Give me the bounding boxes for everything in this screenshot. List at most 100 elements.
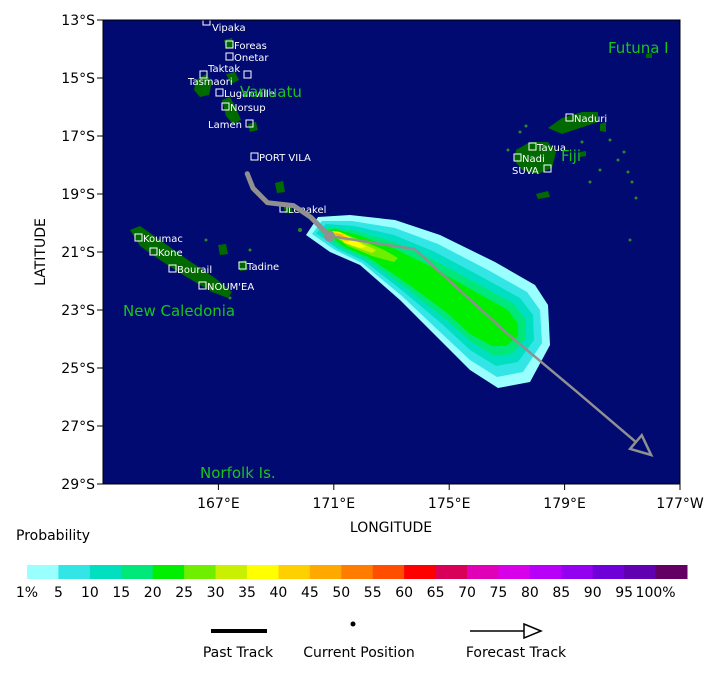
colorbar-swatch	[529, 565, 562, 579]
svg-text:Lenakel: Lenakel	[288, 205, 326, 216]
place-norsup: Norsup	[221, 102, 266, 114]
place-foreas: Foreas	[225, 40, 267, 52]
lat-tick-label: 29°S	[61, 477, 95, 493]
colorbar-swatch	[592, 565, 625, 579]
region-futuna: Futuna I	[608, 39, 669, 57]
probability-scale-labels: 1% 5 10 15 20 25 30 35 40 45 50 55 60 65 70 75 80 85 90 95 1…	[16, 585, 676, 601]
colorbar-swatch	[498, 565, 531, 579]
colorbar-label: 60	[395, 585, 413, 601]
place-noumea: NOUM'EA	[198, 281, 254, 293]
lat-tick-label: 13°S	[61, 13, 95, 29]
colorbar-swatch	[58, 565, 91, 579]
colorbar-label: 15	[112, 585, 130, 601]
svg-text:Tasmaori: Tasmaori	[187, 77, 233, 88]
svg-text:Bourail: Bourail	[177, 265, 212, 276]
colorbar-label: 85	[552, 585, 570, 601]
colorbar-swatch	[655, 565, 688, 579]
colorbar-label: 55	[364, 585, 382, 601]
colorbar-label: 45	[301, 585, 319, 601]
lon-axis: 167°E 171°E 175°E 179°E 177°W	[197, 484, 704, 512]
colorbar-label: 95	[615, 585, 633, 601]
svg-text:Tavua: Tavua	[536, 143, 566, 154]
fiji-viti-levu	[514, 142, 556, 174]
forecast-track-line	[329, 234, 652, 456]
region-norfolk: Norfolk Is.	[200, 464, 276, 482]
svg-text:Koumac: Koumac	[143, 234, 183, 245]
svg-text:Nadi: Nadi	[522, 154, 545, 165]
legend-forecast-track-label: Forecast Track	[466, 645, 567, 661]
svg-text:Tadine: Tadine	[246, 262, 279, 273]
lon-tick-label: 177°W	[656, 496, 704, 512]
colorbar-label: 35	[238, 585, 256, 601]
svg-text:Naduri: Naduri	[574, 114, 607, 125]
colorbar-label: 10	[81, 585, 99, 601]
prob-band-20	[324, 229, 518, 346]
vanuatu-island-espiritu	[194, 74, 212, 97]
svg-text:SUVA: SUVA	[512, 166, 539, 177]
region-labels: Vanuatu Fiji Futuna I New Caledonia Norf…	[123, 39, 669, 482]
colorbar-swatch	[341, 565, 374, 579]
svg-text:Kone: Kone	[158, 248, 183, 259]
place-nadi: Nadi	[513, 153, 545, 165]
lat-tick-label: 23°S	[61, 303, 95, 319]
fiji-kadavu	[536, 191, 550, 199]
place-suva: SUVA	[512, 164, 552, 177]
colorbar-swatch	[184, 565, 217, 579]
region-fiji: Fiji	[561, 147, 581, 165]
y-axis-label: LATITUDE	[33, 218, 49, 286]
lat-tick-label: 25°S	[61, 361, 95, 377]
svg-text:Onetar: Onetar	[234, 53, 269, 64]
svg-text:Taktak: Taktak	[207, 64, 240, 75]
vanuatu-island-malakula	[222, 97, 241, 124]
place-onetar: Onetar	[225, 52, 269, 64]
colorbar-swatch	[152, 565, 185, 579]
colorbar-label: 30	[207, 585, 225, 601]
colorbar-swatch	[435, 565, 468, 579]
place-tavua: Tavua	[528, 142, 566, 154]
colorbar-label: 50	[332, 585, 350, 601]
lat-axis: 13°S 15°S 17°S 19°S 21°S 23°S 25°S 27°S 29°S	[61, 13, 103, 493]
place-taktak: Taktak	[207, 64, 252, 79]
colorbar-swatch	[27, 565, 59, 579]
past-track-line	[244, 171, 332, 239]
track-layer	[244, 171, 654, 457]
islet-dots	[204, 124, 638, 300]
probability-colorbar	[27, 565, 688, 579]
place-koumac: Koumac	[134, 233, 183, 245]
colorbar-swatch	[278, 565, 311, 579]
colorbar-swatch	[121, 565, 154, 579]
svg-text:PORT VILA: PORT VILA	[259, 153, 311, 164]
colorbar-label: 80	[521, 585, 539, 601]
colorbar-label: 75	[490, 585, 508, 601]
svg-text:Luganville: Luganville	[224, 89, 275, 100]
lat-tick-label: 27°S	[61, 419, 95, 435]
region-vanuatu: Vanuatu	[240, 83, 302, 101]
track-legend: Past Track Current Position Forecast Tra…	[203, 621, 567, 661]
place-labels: Vipaka Foreas Onetar Taktak Tasmaori Lug…	[134, 17, 607, 293]
colorbar-swatch	[467, 565, 499, 579]
place-tasmaori: Tasmaori	[187, 70, 233, 88]
colorbar-label: 40	[270, 585, 288, 601]
place-vipaka: Vipaka	[202, 17, 246, 34]
lat-tick-label: 15°S	[61, 71, 95, 87]
new-caledonia-mainland	[130, 226, 232, 298]
colorbar-label: 20	[144, 585, 162, 601]
svg-text:Vipaka: Vipaka	[212, 23, 246, 34]
place-naduri: Naduri	[565, 113, 607, 125]
futuna-island	[646, 53, 652, 58]
colorbar-label: 5	[54, 585, 63, 601]
fiji-islet-1	[580, 151, 586, 157]
place-luganville: Luganville	[215, 88, 275, 100]
svg-text:NOUM'EA: NOUM'EA	[207, 282, 254, 293]
place-lamen: Lamen	[208, 119, 254, 131]
vanuatu-island-ambae	[226, 72, 239, 84]
current-position-marker	[323, 230, 335, 242]
svg-text:Foreas: Foreas	[234, 41, 267, 52]
legend-current-position-label: Current Position	[303, 645, 415, 661]
place-bourail: Bourail	[168, 264, 212, 276]
colorbar-label: 90	[584, 585, 602, 601]
forecast-arrowhead	[627, 432, 654, 457]
lat-tick-label: 19°S	[61, 187, 95, 203]
colorbar-swatch	[561, 565, 594, 579]
